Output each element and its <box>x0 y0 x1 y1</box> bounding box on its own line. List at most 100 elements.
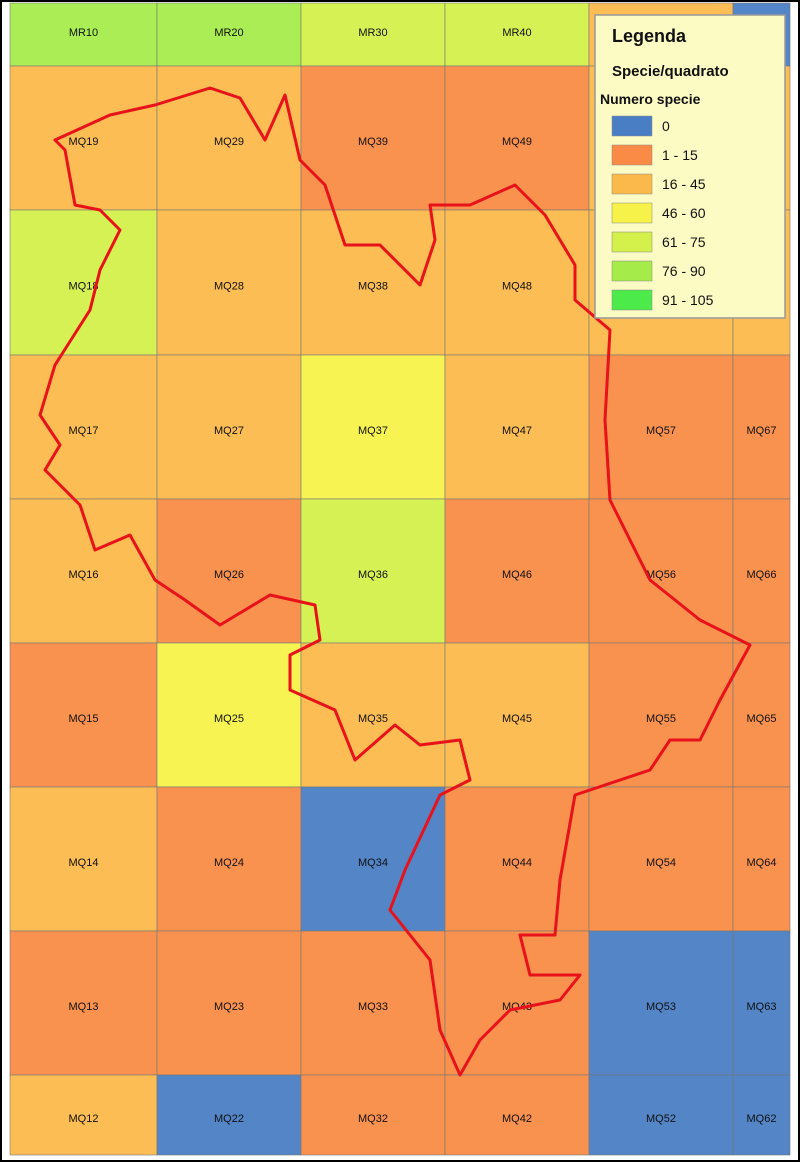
cell-label: MQ55 <box>646 713 676 725</box>
cell-label: MR30 <box>358 27 387 39</box>
legend-label: 91 - 105 <box>662 292 714 308</box>
cell-label: MQ28 <box>214 280 244 292</box>
cell-label: MQ29 <box>214 136 244 148</box>
legend-heading: Numero specie <box>600 91 701 107</box>
legend-swatch <box>611 231 653 253</box>
cell-label: MQ67 <box>747 425 777 437</box>
cell-label: MQ49 <box>502 136 532 148</box>
grid-cell <box>300 354 446 500</box>
grid-cell <box>9 1074 158 1156</box>
cell-label: MQ37 <box>358 425 388 437</box>
cell-label: MQ23 <box>214 1001 244 1013</box>
cell-label: MQ39 <box>358 136 388 148</box>
cell-label: MQ12 <box>69 1113 99 1125</box>
cell-label: MQ54 <box>646 857 676 869</box>
grid-cell <box>300 498 446 644</box>
grid-cell <box>156 209 302 356</box>
grid-cell <box>9 354 158 500</box>
cell-label: MQ44 <box>502 857 532 869</box>
cell-label: MQ33 <box>358 1001 388 1013</box>
grid-cell <box>444 1074 590 1156</box>
grid-cell <box>732 786 791 932</box>
cell-label: MQ53 <box>646 1001 676 1013</box>
legend-swatch <box>611 289 653 311</box>
grid-cell <box>588 498 734 644</box>
grid-cell <box>444 209 590 356</box>
legend-subtitle: Specie/quadrato <box>612 63 729 80</box>
cell-label: MQ18 <box>69 280 99 292</box>
grid-cell <box>156 930 302 1076</box>
cell-label: MQ48 <box>502 280 532 292</box>
legend-label: 61 - 75 <box>662 234 706 250</box>
cell-label: MQ62 <box>747 1113 777 1125</box>
cell-label: MQ19 <box>69 136 99 148</box>
grid-cell <box>732 354 791 500</box>
grid-cell <box>732 642 791 788</box>
cell-label: MQ52 <box>646 1113 676 1125</box>
grid-cell <box>300 642 446 788</box>
cell-label: MQ64 <box>747 857 777 869</box>
cell-label: MQ17 <box>69 425 99 437</box>
cell-label: MQ63 <box>747 1001 777 1013</box>
cell-label: MQ42 <box>502 1113 532 1125</box>
grid-cell <box>300 930 446 1076</box>
boundary <box>38 86 752 1077</box>
legend-label: 76 - 90 <box>662 263 706 279</box>
cell-label: MQ35 <box>358 713 388 725</box>
grid-cell <box>300 1074 446 1156</box>
grid-cell <box>156 65 302 211</box>
cell-label: MQ14 <box>69 857 99 869</box>
grid-cell <box>9 2 158 67</box>
grid-cell <box>444 642 590 788</box>
cell-label: MR40 <box>502 27 531 39</box>
grid-cell <box>156 354 302 500</box>
legend-title: Legenda <box>612 26 687 46</box>
grid-cell <box>9 642 158 788</box>
cell-label: MQ27 <box>214 425 244 437</box>
grid-cell <box>156 1074 302 1156</box>
cell-label: MQ56 <box>646 569 676 581</box>
cell-label: MQ24 <box>214 857 244 869</box>
grid-cell <box>588 1074 734 1156</box>
cell-label: MQ36 <box>358 569 388 581</box>
cell-label: MQ25 <box>214 713 244 725</box>
grid-cell <box>444 930 590 1076</box>
cell-label: MQ15 <box>69 713 99 725</box>
grid-cell <box>9 65 158 211</box>
legend-label: 0 <box>662 118 670 134</box>
grid-cell <box>9 209 158 356</box>
grid-cell <box>732 1074 791 1156</box>
grid-cell <box>9 930 158 1076</box>
cell-label: MQ16 <box>69 569 99 581</box>
cell-label: MQ57 <box>646 425 676 437</box>
cell-label: MQ13 <box>69 1001 99 1013</box>
grid-cell <box>444 498 590 644</box>
legend: Legenda Specie/quadrato Numero specie 0 1… <box>594 14 786 319</box>
cell-label: MQ45 <box>502 713 532 725</box>
legend-swatch <box>611 202 653 224</box>
legend-label: 1 - 15 <box>662 147 698 163</box>
legend-label: 46 - 60 <box>662 205 706 221</box>
legend-label: 16 - 45 <box>662 176 706 192</box>
cell-label: MQ47 <box>502 425 532 437</box>
cell-label: MR20 <box>214 27 243 39</box>
grid: MR10 MR20 MR30 MR40 MQ19 MQ29 MQ39 MQ49 MQ18 MQ28… <box>9 2 791 1156</box>
cell-label: MR10 <box>69 27 98 39</box>
cell-label: MQ65 <box>747 713 777 725</box>
grid-cell <box>300 2 446 67</box>
grid-cell <box>9 498 158 644</box>
cell-label: MQ32 <box>358 1113 388 1125</box>
grid-cell <box>156 642 302 788</box>
cell-label: MQ22 <box>214 1113 244 1125</box>
grid-cell <box>588 642 734 788</box>
grid-cell <box>732 930 791 1076</box>
cell-label: MQ66 <box>747 569 777 581</box>
legend-swatch <box>611 173 653 195</box>
cell-label: MQ38 <box>358 280 388 292</box>
legend-swatch <box>611 115 653 137</box>
cell-label: MQ46 <box>502 569 532 581</box>
legend-swatch <box>611 260 653 282</box>
